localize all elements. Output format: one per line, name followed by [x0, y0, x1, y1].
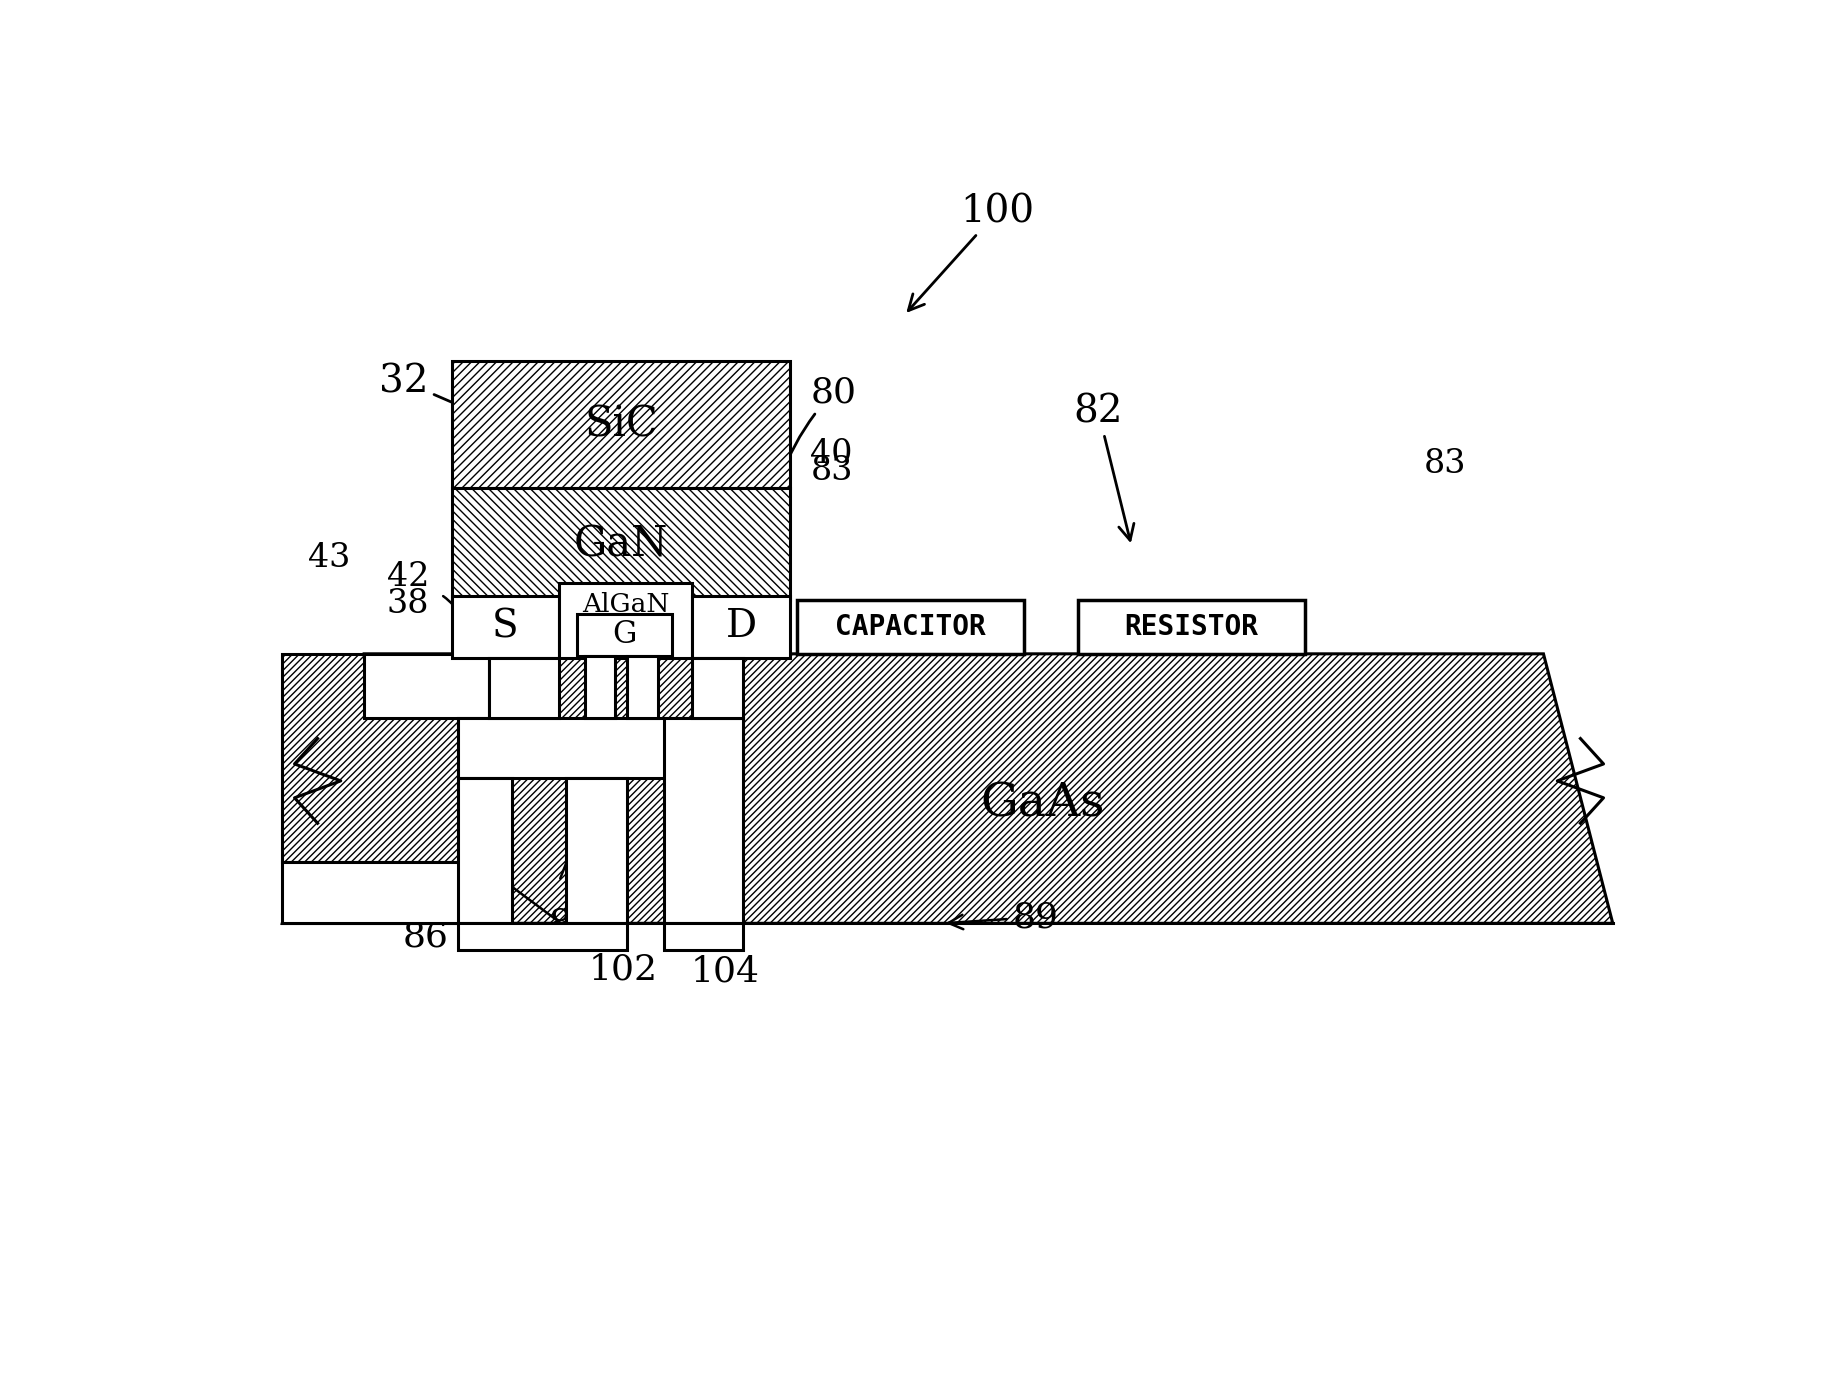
Text: G: G — [612, 620, 636, 650]
Bar — [627, 657, 658, 717]
Bar — [691, 596, 791, 658]
Bar — [559, 583, 691, 658]
Text: 32: 32 — [379, 363, 557, 448]
Text: 102: 102 — [478, 861, 658, 987]
Text: 80: 80 — [763, 375, 857, 548]
Text: 84: 84 — [548, 863, 594, 940]
Bar — [452, 596, 559, 658]
Text: CAPACITOR: CAPACITOR — [835, 613, 986, 640]
Text: GaAs: GaAs — [980, 782, 1105, 827]
Bar — [577, 614, 671, 657]
Bar — [691, 658, 743, 717]
Text: 89: 89 — [949, 900, 1057, 934]
Text: 86: 86 — [371, 903, 449, 954]
Bar — [281, 654, 458, 861]
Polygon shape — [281, 654, 1613, 923]
Text: 100: 100 — [908, 194, 1034, 311]
Text: SiC: SiC — [585, 404, 658, 445]
Bar — [364, 654, 489, 717]
Text: S: S — [493, 609, 519, 646]
Text: 104: 104 — [680, 824, 760, 988]
Bar — [452, 361, 791, 488]
Text: 82: 82 — [1074, 394, 1135, 540]
Text: 42: 42 — [386, 561, 428, 592]
Bar — [1078, 600, 1306, 654]
Text: 40: 40 — [811, 438, 853, 470]
Bar — [452, 488, 791, 600]
Bar — [458, 923, 627, 951]
Bar — [458, 717, 743, 778]
Text: 38: 38 — [386, 588, 430, 620]
Bar — [489, 658, 559, 717]
Bar — [458, 778, 511, 923]
Bar — [664, 717, 743, 923]
Text: 83: 83 — [1423, 448, 1468, 480]
Bar — [796, 600, 1024, 654]
Text: 83: 83 — [811, 455, 853, 488]
Bar — [664, 923, 743, 951]
Bar — [585, 657, 614, 717]
Bar — [281, 861, 460, 923]
Text: 43: 43 — [307, 541, 349, 573]
Text: GaN: GaN — [574, 523, 668, 565]
Bar — [566, 778, 627, 923]
Text: RESISTOR: RESISTOR — [1124, 613, 1258, 640]
Text: D: D — [726, 609, 756, 646]
Text: AlGaN: AlGaN — [581, 592, 669, 617]
